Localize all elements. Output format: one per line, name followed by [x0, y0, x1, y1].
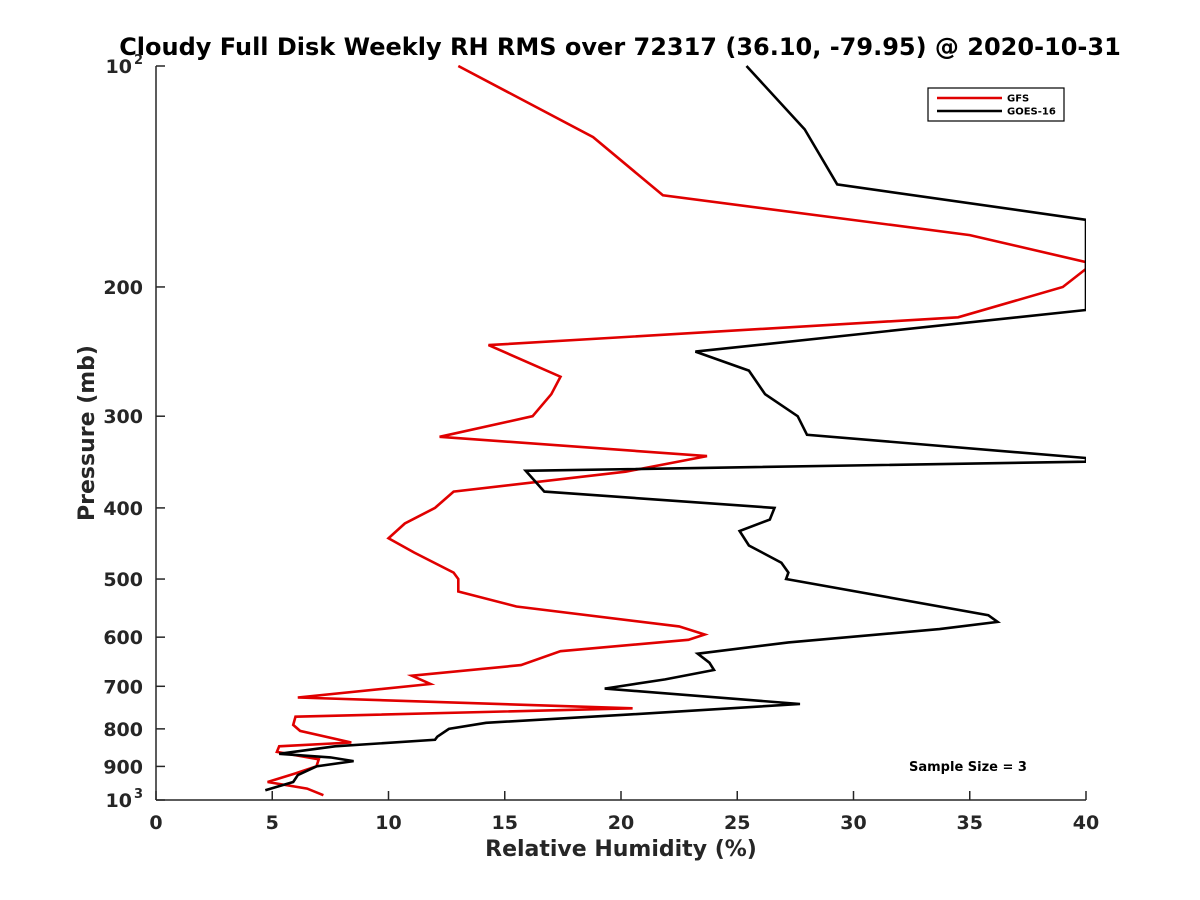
x-axis-label: Relative Humidity (%): [485, 837, 757, 862]
series-line-gfs: [267, 65, 1086, 797]
chart-title: Cloudy Full Disk Weekly RH RMS over 7231…: [119, 33, 1121, 61]
legend-label-goes-16: GOES-16: [1007, 107, 1056, 118]
y-tick-label: 600: [103, 627, 143, 649]
legend-label-gfs: GFS: [1007, 94, 1029, 105]
plot-area: [155, 65, 1086, 801]
y-axis-label: Pressure (mb): [75, 345, 100, 521]
x-tick-label: 30: [840, 812, 866, 834]
y-tick-label: 300: [103, 406, 143, 428]
x-tick-label: 20: [608, 812, 634, 834]
y-tick-label: 400: [103, 498, 143, 520]
series-line-goes-16: [264, 65, 1086, 792]
sample-size-annotation: Sample Size = 3: [909, 760, 1027, 775]
y-tick-exponent: 2: [134, 53, 143, 68]
x-tick-label: 0: [149, 812, 162, 834]
y-tick-label: 700: [103, 676, 143, 698]
legend: GFS GOES-16: [927, 87, 1065, 122]
x-tick-label: 15: [492, 812, 518, 834]
y-tick-label: 200: [103, 277, 143, 299]
y-tick-label: 10: [106, 56, 132, 78]
x-tick-label: 5: [266, 812, 279, 834]
y-tick-label: 800: [103, 719, 143, 741]
x-axis-ticks: 0 5 10 15 20 25 30 35 40: [149, 791, 1099, 834]
x-tick-label: 25: [724, 812, 750, 834]
legend-box: [927, 87, 1065, 122]
x-tick-label: 35: [957, 812, 983, 834]
y-tick-label: 500: [103, 569, 143, 591]
y-tick-label: 900: [103, 756, 143, 778]
x-tick-label: 40: [1073, 812, 1099, 834]
x-tick-label: 10: [375, 812, 401, 834]
y-tick-label: 10: [106, 790, 132, 812]
y-tick-exponent: 3: [134, 787, 143, 802]
